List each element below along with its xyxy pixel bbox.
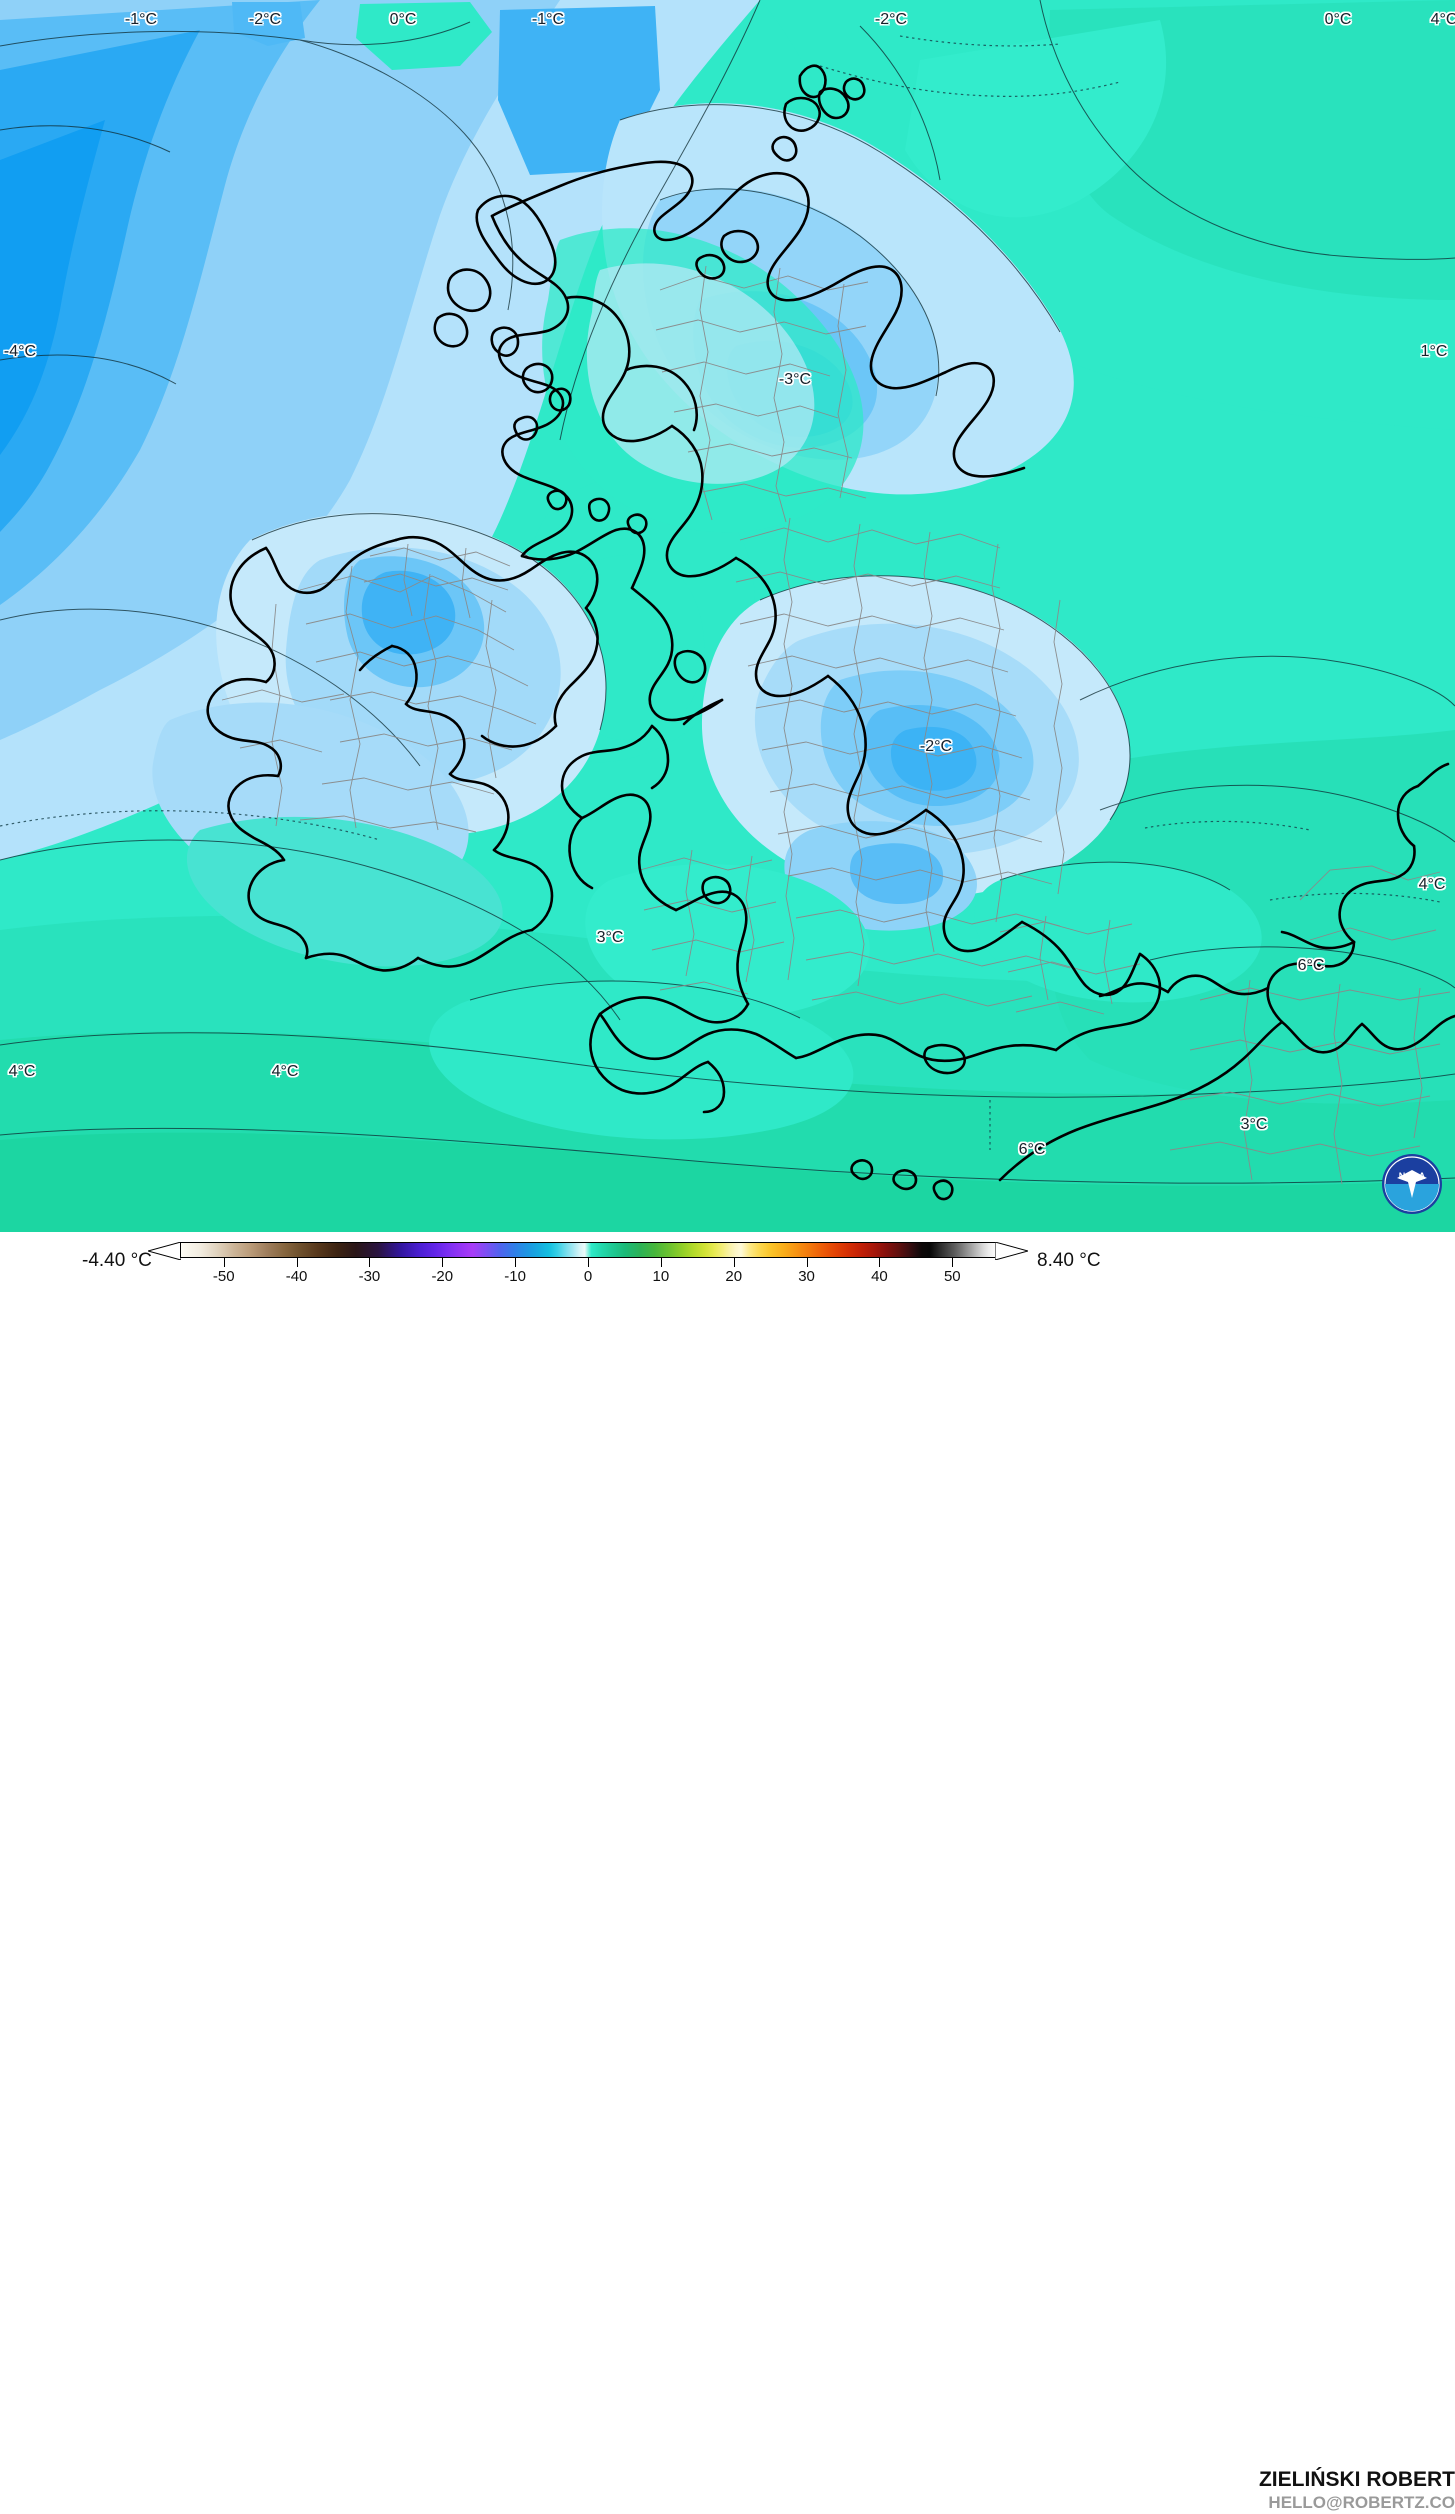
colorbar-tick-label: 0 bbox=[583, 1268, 593, 1285]
temperature-field-svg bbox=[0, 0, 1455, 1232]
temp-band-sw-teal bbox=[429, 980, 854, 1140]
temp-band-ni-blue2 bbox=[361, 570, 456, 655]
colorbar-tick-label: 10 bbox=[652, 1268, 670, 1285]
temp-band-eng-se-teal bbox=[974, 862, 1262, 1003]
colorbar-tick bbox=[369, 1258, 371, 1267]
colorbar-tick-label: -20 bbox=[431, 1268, 454, 1285]
coastline bbox=[206, 64, 1455, 1201]
author-name: ZIELIŃSKI ROBERT bbox=[1258, 2468, 1455, 2491]
colorbar-bar: -4.40 °C -50 -40 -30 -20 -10 0 10 20 30 40 50 8.40… bbox=[0, 1232, 1455, 2512]
colorbar-tick bbox=[442, 1258, 444, 1267]
colorbar-tick bbox=[660, 1258, 662, 1267]
colorbar-tick-label: -10 bbox=[504, 1268, 526, 1285]
colorbar-tick bbox=[515, 1258, 517, 1267]
contour-lines-dotted bbox=[0, 35, 1441, 1150]
colorbar-tick bbox=[296, 1258, 298, 1267]
temp-band-wales-teal bbox=[585, 863, 870, 1018]
noaa-logo: NOAA bbox=[1380, 1152, 1444, 1216]
weather-map-canvas[interactable]: -1°C -2°C 0°C -1°C -2°C 0°C 4°C -4°C 1°C -3°C -2°C… bbox=[0, 0, 1455, 1232]
colorbar-tick-label: -40 bbox=[285, 1268, 308, 1285]
colorbar-tick-label: 20 bbox=[725, 1268, 743, 1285]
colorbar-tick bbox=[806, 1258, 808, 1267]
contour-lines bbox=[0, 0, 1455, 1184]
colorbar-tick bbox=[588, 1258, 589, 1267]
colorbar-tick bbox=[733, 1258, 735, 1267]
colorbar-tick bbox=[223, 1258, 225, 1267]
temp-band-warm-channel bbox=[0, 1132, 1455, 1232]
noaa-wordmark: NOAA bbox=[1399, 1171, 1426, 1181]
colorbar-gradient[interactable] bbox=[180, 1242, 996, 1258]
colorbar-tick-label: -30 bbox=[358, 1268, 381, 1285]
colorbar-tick bbox=[879, 1258, 881, 1267]
temp-band-teal-ne3 bbox=[905, 20, 1167, 218]
colorbar-tick bbox=[952, 1258, 954, 1267]
colorbar-tick-label: 50 bbox=[943, 1268, 961, 1285]
temp-band-cool-nw5 bbox=[0, 120, 105, 455]
noaa-seabird-icon bbox=[1397, 1170, 1427, 1198]
colorbar-min-arrow bbox=[148, 1242, 181, 1260]
temp-band-ire-s-teal bbox=[186, 816, 503, 967]
credit-block: ZIELIŃSKI ROBERT HELLO@ROBERTZ.CO bbox=[1245, 2468, 1455, 2514]
colorbar-tick-label: 30 bbox=[798, 1268, 815, 1285]
colorbar-max-label: 8.40 °C bbox=[1037, 1250, 1101, 1271]
colorbar-min-label: -4.40 °C bbox=[82, 1250, 152, 1271]
temp-band-sweep-2 bbox=[586, 263, 815, 484]
temp-band-eng-m5 bbox=[890, 726, 977, 791]
colorbar-tick-label: -50 bbox=[212, 1268, 235, 1285]
temp-band-eng-s-pocket2 bbox=[850, 843, 944, 904]
temp-band-pocket-n3 bbox=[356, 2, 492, 70]
colorbar-gradient-wrap[interactable]: -50 -40 -30 -20 -10 0 10 20 30 40 50 bbox=[148, 1242, 1028, 1286]
admin-boundaries bbox=[221, 265, 1451, 1185]
author-email[interactable]: HELLO@ROBERTZ.CO bbox=[1268, 2493, 1455, 2512]
colorbar-max-arrow bbox=[995, 1242, 1028, 1260]
colorbar-tick-label: 40 bbox=[871, 1268, 888, 1285]
